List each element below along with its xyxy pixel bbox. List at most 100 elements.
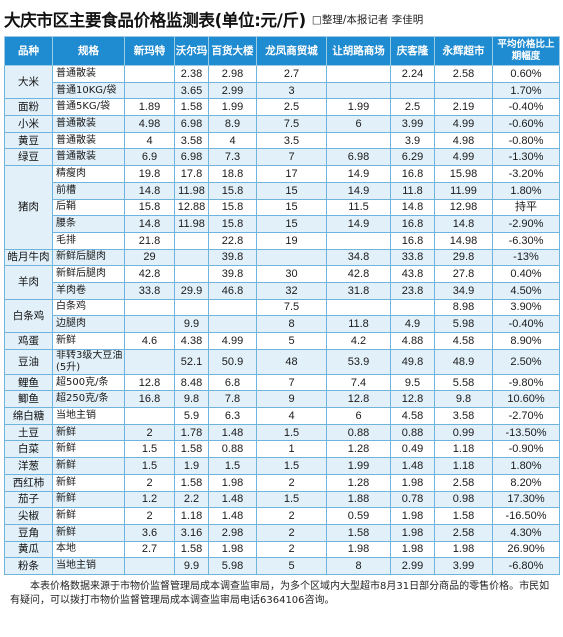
category-cell: 白菜 — [4, 440, 53, 459]
price-cell: 4.38 — [174, 332, 209, 350]
price-cell: 4.99 — [434, 148, 493, 167]
price-cell: 2.98 — [208, 523, 257, 542]
spec-cell: 新鲜 — [52, 440, 125, 459]
change-cell: 10.60% — [492, 390, 560, 409]
header-cell: 百货大楼 — [208, 36, 257, 66]
price-cell: 4.6 — [124, 332, 175, 350]
change-cell: 26.90% — [492, 540, 560, 559]
change-cell: -2.90% — [492, 215, 560, 233]
price-cell: 15.8 — [208, 181, 257, 200]
price-cell: 33.8 — [390, 248, 435, 267]
price-cell — [124, 65, 175, 83]
header-cell: 平均价格比上期幅度 — [492, 36, 560, 66]
spec-cell: 新鲜后腿肉 — [52, 265, 125, 283]
price-cell: 0.88 — [208, 440, 257, 459]
change-cell: 1.80% — [492, 181, 560, 200]
price-cell: 7 — [256, 148, 327, 167]
price-cell: 2.58 — [434, 65, 493, 83]
price-cell — [326, 65, 391, 83]
price-cell: 1.58 — [174, 473, 209, 492]
spec-cell: 普通散装 — [52, 65, 125, 83]
price-cell: 7.4 — [326, 373, 391, 392]
change-cell: 0.60% — [492, 65, 560, 83]
category-cell: 绵白糖 — [4, 407, 53, 425]
category-cell: 黄豆 — [4, 131, 53, 150]
price-cell: 4 — [124, 131, 175, 150]
byline: □整理/本报记者 李佳明 — [311, 13, 424, 26]
category-cell: 面粉 — [4, 98, 53, 117]
price-cell: 1.18 — [434, 440, 493, 459]
price-cell: 1.98 — [390, 523, 435, 542]
price-cell: 42.8 — [124, 265, 175, 283]
spec-cell: 超500克/条 — [52, 373, 125, 392]
page-title: 大庆市区主要食品价格监测表(单位:元/斤) — [4, 11, 306, 30]
price-cell: 6 — [326, 407, 391, 425]
price-cell: 19 — [256, 231, 327, 250]
price-cell — [326, 131, 391, 150]
price-cell: 1.5 — [124, 457, 175, 475]
price-cell: 5 — [256, 557, 327, 575]
price-cell: 5.98 — [208, 557, 257, 575]
change-cell: -1.30% — [492, 148, 560, 167]
spec-cell: 普通10KG/袋 — [52, 81, 125, 100]
header-cell: 龙凤商贸城 — [256, 36, 327, 66]
price-cell: 22.8 — [208, 231, 257, 250]
price-cell: 6.3 — [208, 407, 257, 425]
change-cell: -13% — [492, 248, 560, 267]
spec-cell: 普通散装 — [52, 115, 125, 133]
price-cell: 2 — [124, 473, 175, 492]
table-row: 大米 普通散装 2.38 2.98 2.7 2.24 2.58 0.60% — [4, 64, 560, 100]
title-row: 大庆市区主要食品价格监测表(单位:元/斤) □整理/本报记者 李佳明 — [4, 6, 559, 32]
spec-cell: 新鲜 — [52, 490, 125, 509]
table-row: 粉条 当地主销 9.9 5.98 5 8 2.99 3.99 -6.80% — [4, 557, 560, 575]
table-row: 面粉 普通5KG/袋 1.89 1.58 1.99 2.5 1.99 2.5 2.19 -0.40… — [4, 98, 560, 117]
price-cell: 8.98 — [434, 298, 493, 317]
price-cell: 2 — [124, 423, 175, 442]
price-cell: 39.8 — [208, 248, 257, 267]
price-cell: 1.78 — [174, 423, 209, 442]
price-cell: 2 — [256, 507, 327, 525]
table-row: 毛排 21.8 22.8 19 16.8 14.98 -6.30% — [5, 231, 560, 250]
price-cell: 3 — [256, 81, 327, 100]
price-cell: 43.8 — [390, 265, 435, 283]
price-cell: 2.5 — [256, 98, 327, 117]
price-cell: 3.5 — [256, 131, 327, 150]
price-cell: 1.9 — [174, 457, 209, 475]
change-cell: 持平 — [492, 198, 560, 217]
price-cell: 5 — [256, 332, 327, 350]
price-cell: 48 — [256, 348, 327, 375]
price-cell: 4.58 — [434, 332, 493, 350]
price-cell: 15 — [256, 198, 327, 217]
price-cell — [326, 298, 391, 317]
price-cell: 2.99 — [390, 557, 435, 575]
table-row: 尖椒 新鲜 2 1.18 1.48 2 0.59 1.98 1.58 -16.50% — [4, 507, 560, 525]
table-row: 洋葱 新鲜 1.5 1.9 1.5 1.5 1.99 1.48 1.18 1.80% — [4, 457, 560, 475]
table-row: 豆角 新鲜 3.6 3.16 2.98 2 1.58 1.98 2.58 4.30% — [4, 523, 560, 542]
price-cell: 4.88 — [390, 332, 435, 350]
spec-cell: 普通散装 — [52, 131, 125, 150]
category-cell: 绿豆 — [4, 148, 53, 167]
price-cell: 3.65 — [174, 81, 209, 100]
category-cell: 西红柿 — [4, 473, 53, 492]
table-row: 白菜 新鲜 1.5 1.58 0.88 1 1.28 0.49 1.18 -0.90% — [4, 440, 560, 459]
price-cell: 6.98 — [174, 115, 209, 133]
price-cell: 1.48 — [208, 423, 257, 442]
price-cell: 34.8 — [326, 248, 391, 267]
table-row: 白条鸡 白条鸡 7.5 8.98 3.90% — [4, 298, 560, 334]
price-cell: 0.59 — [326, 507, 391, 525]
table-row: 土豆 新鲜 2 1.78 1.48 1.5 0.88 0.88 0.99 -13.50% — [4, 423, 560, 442]
price-cell: 14.8 — [390, 198, 435, 217]
price-cell: 4.58 — [390, 407, 435, 425]
change-cell: 3.90% — [492, 298, 560, 317]
price-cell: 3.99 — [390, 115, 435, 133]
table-row: 普通10KG/袋 3.65 2.99 3 1.70% — [5, 81, 560, 100]
price-cell: 9.8 — [434, 390, 493, 409]
price-cell: 7.5 — [256, 298, 327, 317]
table-row: 鲫鱼 超250克/条 16.8 9.8 7.8 9 12.8 12.8 9.8 10.60% — [4, 390, 560, 409]
price-cell: 14.8 — [124, 181, 175, 200]
spec-cell: 前槽 — [52, 181, 125, 200]
table-header-row: 品种 规格 新玛特 沃尔玛 百货大楼 龙凤商贸城 让胡路商场 庆客隆 永辉超市 … — [4, 36, 560, 66]
price-cell: 34.9 — [434, 281, 493, 300]
price-cell: 1.98 — [434, 540, 493, 559]
